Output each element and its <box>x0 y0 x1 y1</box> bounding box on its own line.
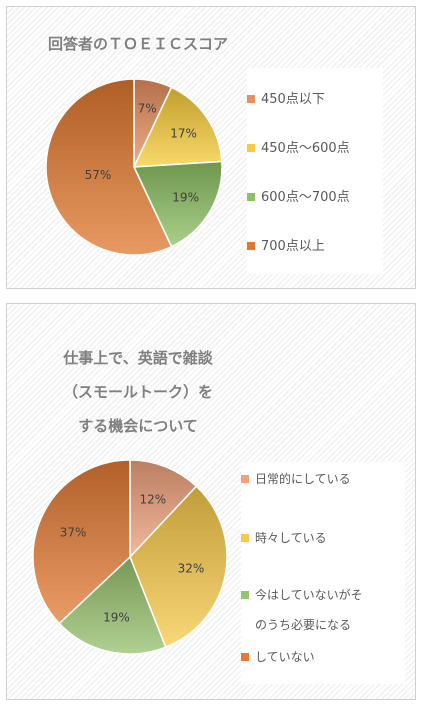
legend-label: 450点～600点 <box>261 141 350 156</box>
legend-swatch <box>247 144 255 152</box>
legend-item: 時々している <box>241 523 327 553</box>
chart-panel-smalltalk: 仕事上で、英語で雑談 （スモールトーク）を する機会について 日常的にしている … <box>6 303 416 700</box>
chart-title: 回答者のＴＯＥＩＣスコア <box>47 35 228 53</box>
pie-slice <box>58 555 167 655</box>
legend-label: 時々している <box>255 531 327 545</box>
chart-legend: 日常的にしている 時々している 今はしていないがそ のうち必要になる していない <box>241 462 405 684</box>
pie-data-label: 12% <box>139 492 166 506</box>
legend-item: 600点～700点 <box>247 188 350 207</box>
pie-slice <box>132 160 223 248</box>
legend-label: 日常的にしている <box>255 472 351 486</box>
pie-data-label: 32% <box>178 562 205 576</box>
legend-item: していない <box>241 642 315 672</box>
legend-item: 700点以上 <box>247 237 325 256</box>
legend-label: 700点以上 <box>261 239 325 254</box>
legend-swatch <box>241 591 249 599</box>
legend-swatch <box>241 475 249 483</box>
pie-slice <box>45 78 173 256</box>
legend-label: 今はしていないがそ のうち必要になる <box>255 588 363 632</box>
pie-chart-smalltalk: 12% 32% 19% 37% <box>32 459 228 655</box>
legend-swatch <box>247 95 255 103</box>
pie-slice <box>129 485 228 649</box>
pie-chart-toeic: 7% 17% 19% 57% <box>45 78 223 256</box>
legend-item: 今はしていないがそ のうち必要になる <box>241 580 363 640</box>
pie-slice <box>129 459 198 559</box>
legend-item: 450点～600点 <box>247 139 350 158</box>
pie-data-label: 57% <box>85 168 112 182</box>
legend-swatch <box>247 242 255 250</box>
chart-legend: 450点以下 450点～600点 600点～700点 700点以上 <box>247 68 383 274</box>
legend-item: 450点以下 <box>247 90 325 109</box>
legend-swatch <box>241 653 249 661</box>
pie-data-label: 37% <box>60 525 87 539</box>
chart-title: 仕事上で、英語で雑談 （スモールトーク）を する機会について <box>62 349 213 435</box>
pie-data-label: 17% <box>170 126 197 140</box>
legend-label: 450点以下 <box>261 92 325 107</box>
legend-item: 日常的にしている <box>241 464 351 494</box>
legend-label: していない <box>255 650 315 664</box>
pie-slice <box>132 86 223 168</box>
pie-data-label: 7% <box>138 101 157 115</box>
pie-data-label: 19% <box>103 611 130 625</box>
pie-slice <box>32 459 131 625</box>
pie-data-label: 19% <box>172 191 199 205</box>
legend-swatch <box>241 534 249 542</box>
legend-swatch <box>247 193 255 201</box>
legend-label: 600点～700点 <box>261 190 350 205</box>
